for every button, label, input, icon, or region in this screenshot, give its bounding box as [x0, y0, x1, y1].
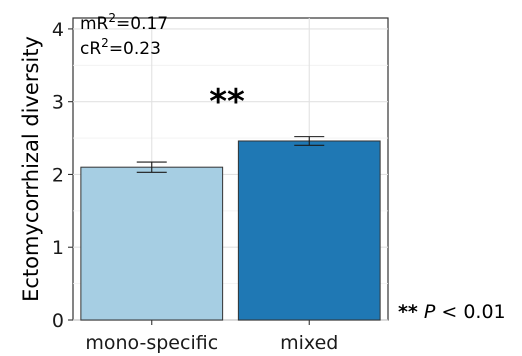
significance-note: ** P < 0.01 [398, 301, 506, 323]
error-bars-group [136, 136, 325, 173]
y-axis-title: Ectomycorrhizal diversity [19, 36, 43, 302]
conditional-r2-label: cR2=0.23 [80, 36, 161, 59]
x-tick-label: mixed [280, 332, 338, 354]
significance-stars: ** [209, 82, 245, 122]
bars-group [80, 140, 381, 321]
y-tick-label: 0 [52, 310, 64, 332]
x-tick-label: mono-specific [85, 332, 218, 354]
x-axis: mono-specific mixed [85, 320, 338, 354]
bar-mono-specific [80, 166, 224, 321]
y-tick-label: 2 [52, 164, 64, 186]
bar-mixed [237, 140, 381, 321]
y-tick-label: 4 [52, 19, 64, 41]
marginal-r2-label: mR2=0.17 [80, 11, 168, 34]
y-axis: 0 1 2 3 4 [52, 19, 73, 332]
y-tick-label: 1 [52, 237, 64, 259]
y-tick-label: 3 [52, 92, 64, 114]
